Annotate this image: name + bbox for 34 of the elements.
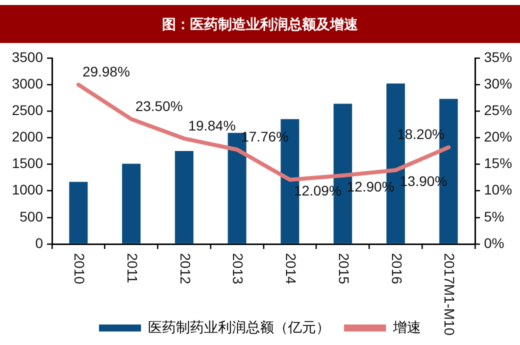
y2-tick-label: 0%: [484, 234, 504, 251]
data-label: 29.98%: [82, 64, 130, 80]
y2-tick-label: 15%: [484, 155, 512, 172]
x-tick-label: 2012: [177, 253, 194, 284]
y2-tick-label: 30%: [484, 75, 512, 92]
y-tick-label: 0: [35, 234, 44, 251]
y2-tick-label: 20%: [484, 128, 512, 145]
y-tick-label: 1000: [12, 182, 44, 198]
legend-label: 增速: [392, 318, 421, 335]
chart-title: 图：医药制造业利润总额及增速: [162, 16, 358, 34]
y-tick-label: 2500: [12, 102, 44, 118]
y-tick-label: 1500: [12, 155, 44, 172]
x-tick-label: 2013: [230, 253, 246, 284]
bar: [69, 182, 88, 244]
x-tick-label: 2016: [388, 253, 405, 284]
title-banner: 图：医药制造业利润总额及增速: [0, 5, 520, 43]
y2-tick-label: 5%: [484, 208, 504, 224]
legend-label: 医药制药业利润总额（亿元）: [148, 318, 330, 335]
y-tick-label: 500: [20, 208, 44, 224]
y-tick-label: 3000: [12, 75, 44, 92]
x-tick-label: 2011: [124, 253, 140, 284]
y2-tick-label: 35%: [484, 48, 512, 65]
y2-tick-label: 25%: [484, 102, 512, 118]
x-tick-label: 2014: [283, 253, 300, 284]
y2-tick-label: 10%: [484, 182, 512, 198]
x-tick-label: 2017M1-M10: [442, 253, 458, 336]
x-tick-label: 2015: [336, 253, 352, 284]
y-tick-label: 2000: [12, 128, 44, 145]
data-label: 23.50%: [135, 98, 183, 114]
data-label: 19.84%: [188, 117, 236, 134]
bar: [122, 164, 141, 244]
y-tick-label: 3500: [12, 48, 44, 65]
x-tick-label: 2010: [72, 253, 88, 284]
bar: [174, 151, 194, 244]
